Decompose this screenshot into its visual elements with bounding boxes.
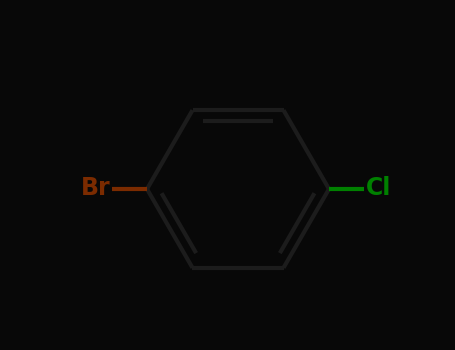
Text: Cl: Cl [366,176,391,200]
Text: Br: Br [81,176,110,200]
